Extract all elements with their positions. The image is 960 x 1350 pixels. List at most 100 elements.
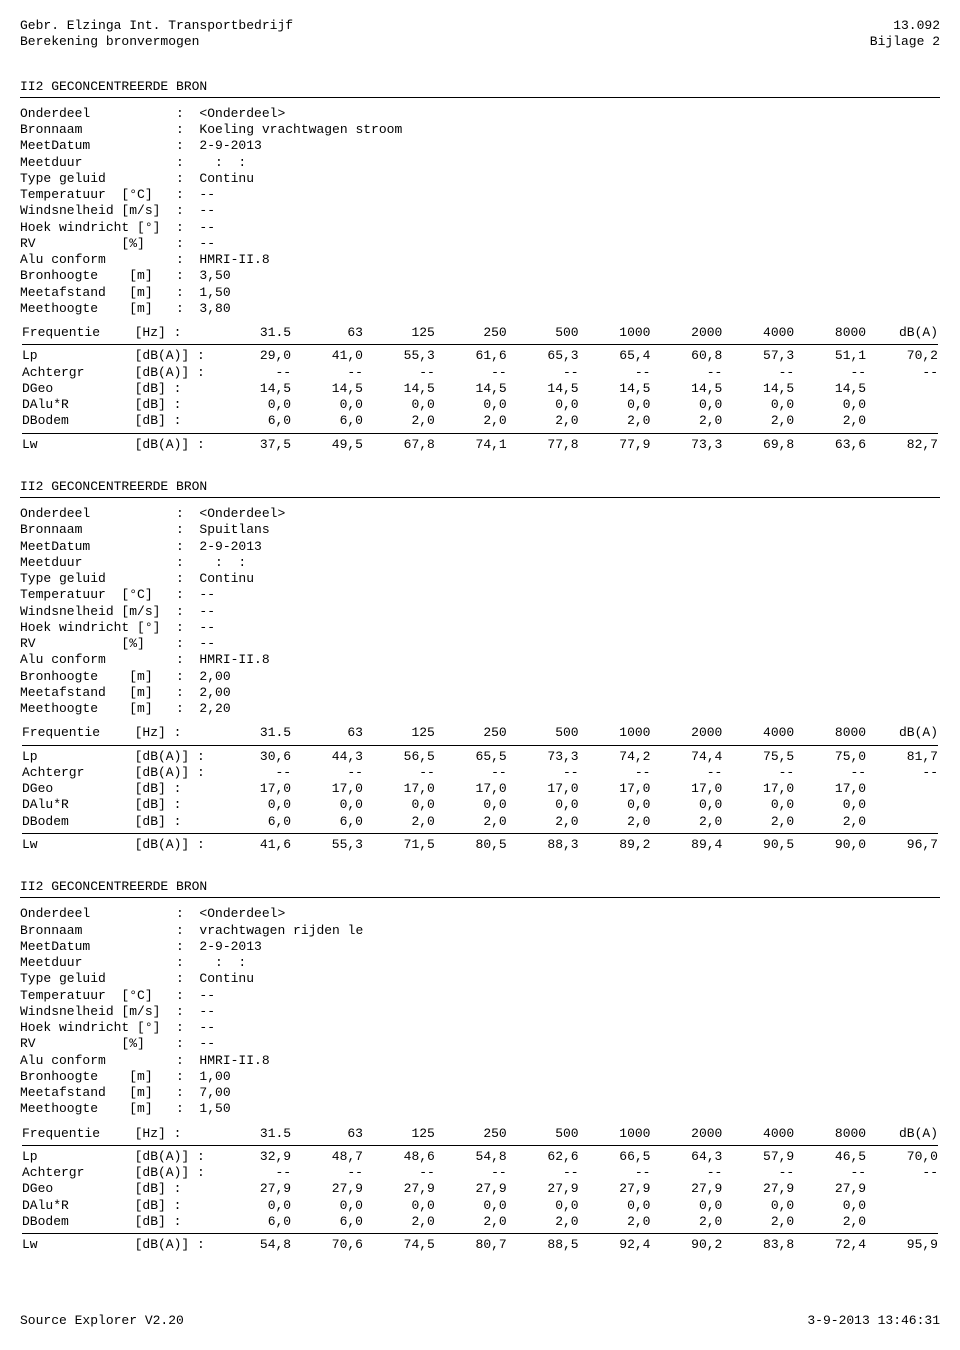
table-row: Lp[dB(A)] :30,644,356,565,573,374,274,47…	[20, 749, 940, 765]
cell-value: 32,9	[221, 1149, 293, 1165]
row-unit: [dB] :	[133, 397, 222, 413]
report-subtitle: Berekening bronvermogen	[20, 34, 199, 49]
cell-value: --	[221, 1165, 293, 1181]
table-row: DGeo[dB] :27,927,927,927,927,927,927,927…	[20, 1181, 940, 1197]
table-row: Achtergr[dB(A)] :--------------------	[20, 765, 940, 781]
cell-value: 67,8	[365, 437, 437, 453]
cell-value: 250	[437, 325, 509, 341]
lw-row: Lw[dB(A)] :54,870,674,580,788,592,490,28…	[20, 1237, 940, 1253]
cell-value: 14,5	[581, 381, 653, 397]
cell-value: 70,0	[868, 1149, 940, 1165]
table-row: DBodem[dB] :6,06,02,02,02,02,02,02,02,0	[20, 1214, 940, 1230]
cell-value: 4000	[724, 325, 796, 341]
cell-value: 125	[365, 725, 437, 741]
cell-value: --	[293, 365, 365, 381]
cell-value: --	[796, 365, 868, 381]
freq-header-row: Frequentie[Hz] :31.563125250500100020004…	[20, 325, 940, 341]
bron-section: II2 GECONCENTREERDE BRON Onderdeel : <Ond…	[20, 79, 940, 453]
cell-value: 88,5	[509, 1237, 581, 1253]
cell-value: 2000	[652, 725, 724, 741]
row-label: DAlu*R	[20, 797, 133, 813]
cell-value: 0,0	[652, 797, 724, 813]
cell-value: 2,0	[652, 814, 724, 830]
cell-value: 41,6	[221, 837, 293, 853]
cell-value: 55,3	[293, 837, 365, 853]
meta-block: Onderdeel : <Onderdeel> Bronnaam : Koeli…	[20, 106, 940, 317]
row-unit: [dB(A)] :	[133, 765, 222, 781]
cell-value: --	[437, 365, 509, 381]
header-right: 13.092 Bijlage 2	[870, 18, 940, 51]
cell-value: 1000	[581, 325, 653, 341]
row-unit: [dB(A)] :	[133, 837, 222, 853]
lw-row: Lw[dB(A)] :37,549,567,874,177,877,973,36…	[20, 437, 940, 453]
row-label: DBodem	[20, 1214, 133, 1230]
cell-value: 90,0	[796, 837, 868, 853]
cell-value: 77,9	[581, 437, 653, 453]
cell-value: 89,2	[581, 837, 653, 853]
cell-value: 27,9	[221, 1181, 293, 1197]
cell-value: 14,5	[221, 381, 293, 397]
cell-value: 0,0	[293, 797, 365, 813]
cell-value: --	[652, 1165, 724, 1181]
cell-value: 73,3	[652, 437, 724, 453]
table-row: DGeo[dB] :17,017,017,017,017,017,017,017…	[20, 781, 940, 797]
cell-value: 125	[365, 325, 437, 341]
cell-value: 500	[509, 1126, 581, 1142]
cell-value: 2,0	[365, 814, 437, 830]
cell-value: 0,0	[365, 797, 437, 813]
cell-value: 8000	[796, 1126, 868, 1142]
cell-value: --	[365, 765, 437, 781]
cell-value: 2,0	[581, 413, 653, 429]
table-row: DAlu*R[dB] :0,00,00,00,00,00,00,00,00,0	[20, 397, 940, 413]
cell-value: --	[509, 1165, 581, 1181]
cell-value: 17,0	[293, 781, 365, 797]
cell-value: 2,0	[724, 413, 796, 429]
cell-value: 2,0	[509, 814, 581, 830]
cell-value: 27,9	[365, 1181, 437, 1197]
cell-value: --	[868, 365, 940, 381]
cell-value: 2,0	[796, 814, 868, 830]
cell-value: 0,0	[796, 797, 868, 813]
table-row: DBodem[dB] :6,06,02,02,02,02,02,02,02,0	[20, 814, 940, 830]
cell-value	[868, 814, 940, 830]
cell-value	[868, 1214, 940, 1230]
cell-value: 55,3	[365, 348, 437, 364]
cell-value: 29,0	[221, 348, 293, 364]
cell-value: 0,0	[437, 797, 509, 813]
cell-value: 70,2	[868, 348, 940, 364]
table-row: DGeo[dB] :14,514,514,514,514,514,514,514…	[20, 381, 940, 397]
row-label: Lw	[20, 1237, 133, 1253]
row-label: Lp	[20, 1149, 133, 1165]
page-footer: Source Explorer V2.20 3-9-2013 13:46:31	[20, 1313, 940, 1329]
cell-value: 0,0	[221, 1198, 293, 1214]
cell-value: 27,9	[581, 1181, 653, 1197]
cell-value: 14,5	[724, 381, 796, 397]
cell-value: --	[581, 1165, 653, 1181]
meta-block: Onderdeel : <Onderdeel> Bronnaam : Spuit…	[20, 506, 940, 717]
cell-value: 44,3	[293, 749, 365, 765]
cell-value: 92,4	[581, 1237, 653, 1253]
cell-value: 2,0	[796, 413, 868, 429]
cell-value: --	[437, 1165, 509, 1181]
cell-value: 8000	[796, 725, 868, 741]
row-label: Lw	[20, 837, 133, 853]
cell-value: 95,9	[868, 1237, 940, 1253]
cell-value: dB(A)	[868, 325, 940, 341]
cell-value: --	[581, 365, 653, 381]
cell-value: 80,5	[437, 837, 509, 853]
row-label: Lp	[20, 348, 133, 364]
cell-value: 2,0	[437, 413, 509, 429]
cell-value: 60,8	[652, 348, 724, 364]
section-title: II2 GECONCENTREERDE BRON	[20, 79, 940, 95]
rule-row	[20, 830, 940, 837]
cell-value: 14,5	[437, 381, 509, 397]
cell-value: 37,5	[221, 437, 293, 453]
cell-value	[868, 381, 940, 397]
cell-value: 4000	[724, 1126, 796, 1142]
cell-value: 51,1	[796, 348, 868, 364]
cell-value: 0,0	[509, 797, 581, 813]
cell-value: --	[365, 1165, 437, 1181]
cell-value: 74,1	[437, 437, 509, 453]
rule-row	[20, 1230, 940, 1237]
cell-value: 2000	[652, 325, 724, 341]
